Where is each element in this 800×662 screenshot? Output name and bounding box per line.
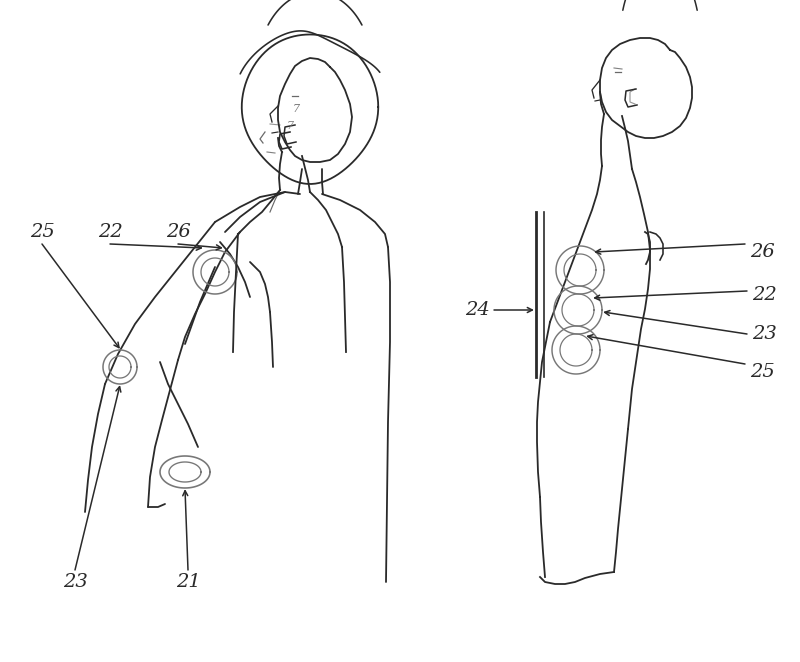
Text: 25: 25 — [30, 223, 54, 241]
Text: 21: 21 — [176, 573, 200, 591]
Text: 22: 22 — [98, 223, 122, 241]
Text: 24: 24 — [466, 301, 490, 319]
Text: 23: 23 — [62, 573, 87, 591]
Text: 7: 7 — [293, 104, 299, 114]
Text: 7: 7 — [286, 121, 294, 131]
Text: 26: 26 — [750, 243, 774, 261]
Text: 26: 26 — [166, 223, 190, 241]
Text: 23: 23 — [752, 325, 777, 343]
Text: 22: 22 — [752, 286, 777, 304]
Text: 25: 25 — [750, 363, 774, 381]
